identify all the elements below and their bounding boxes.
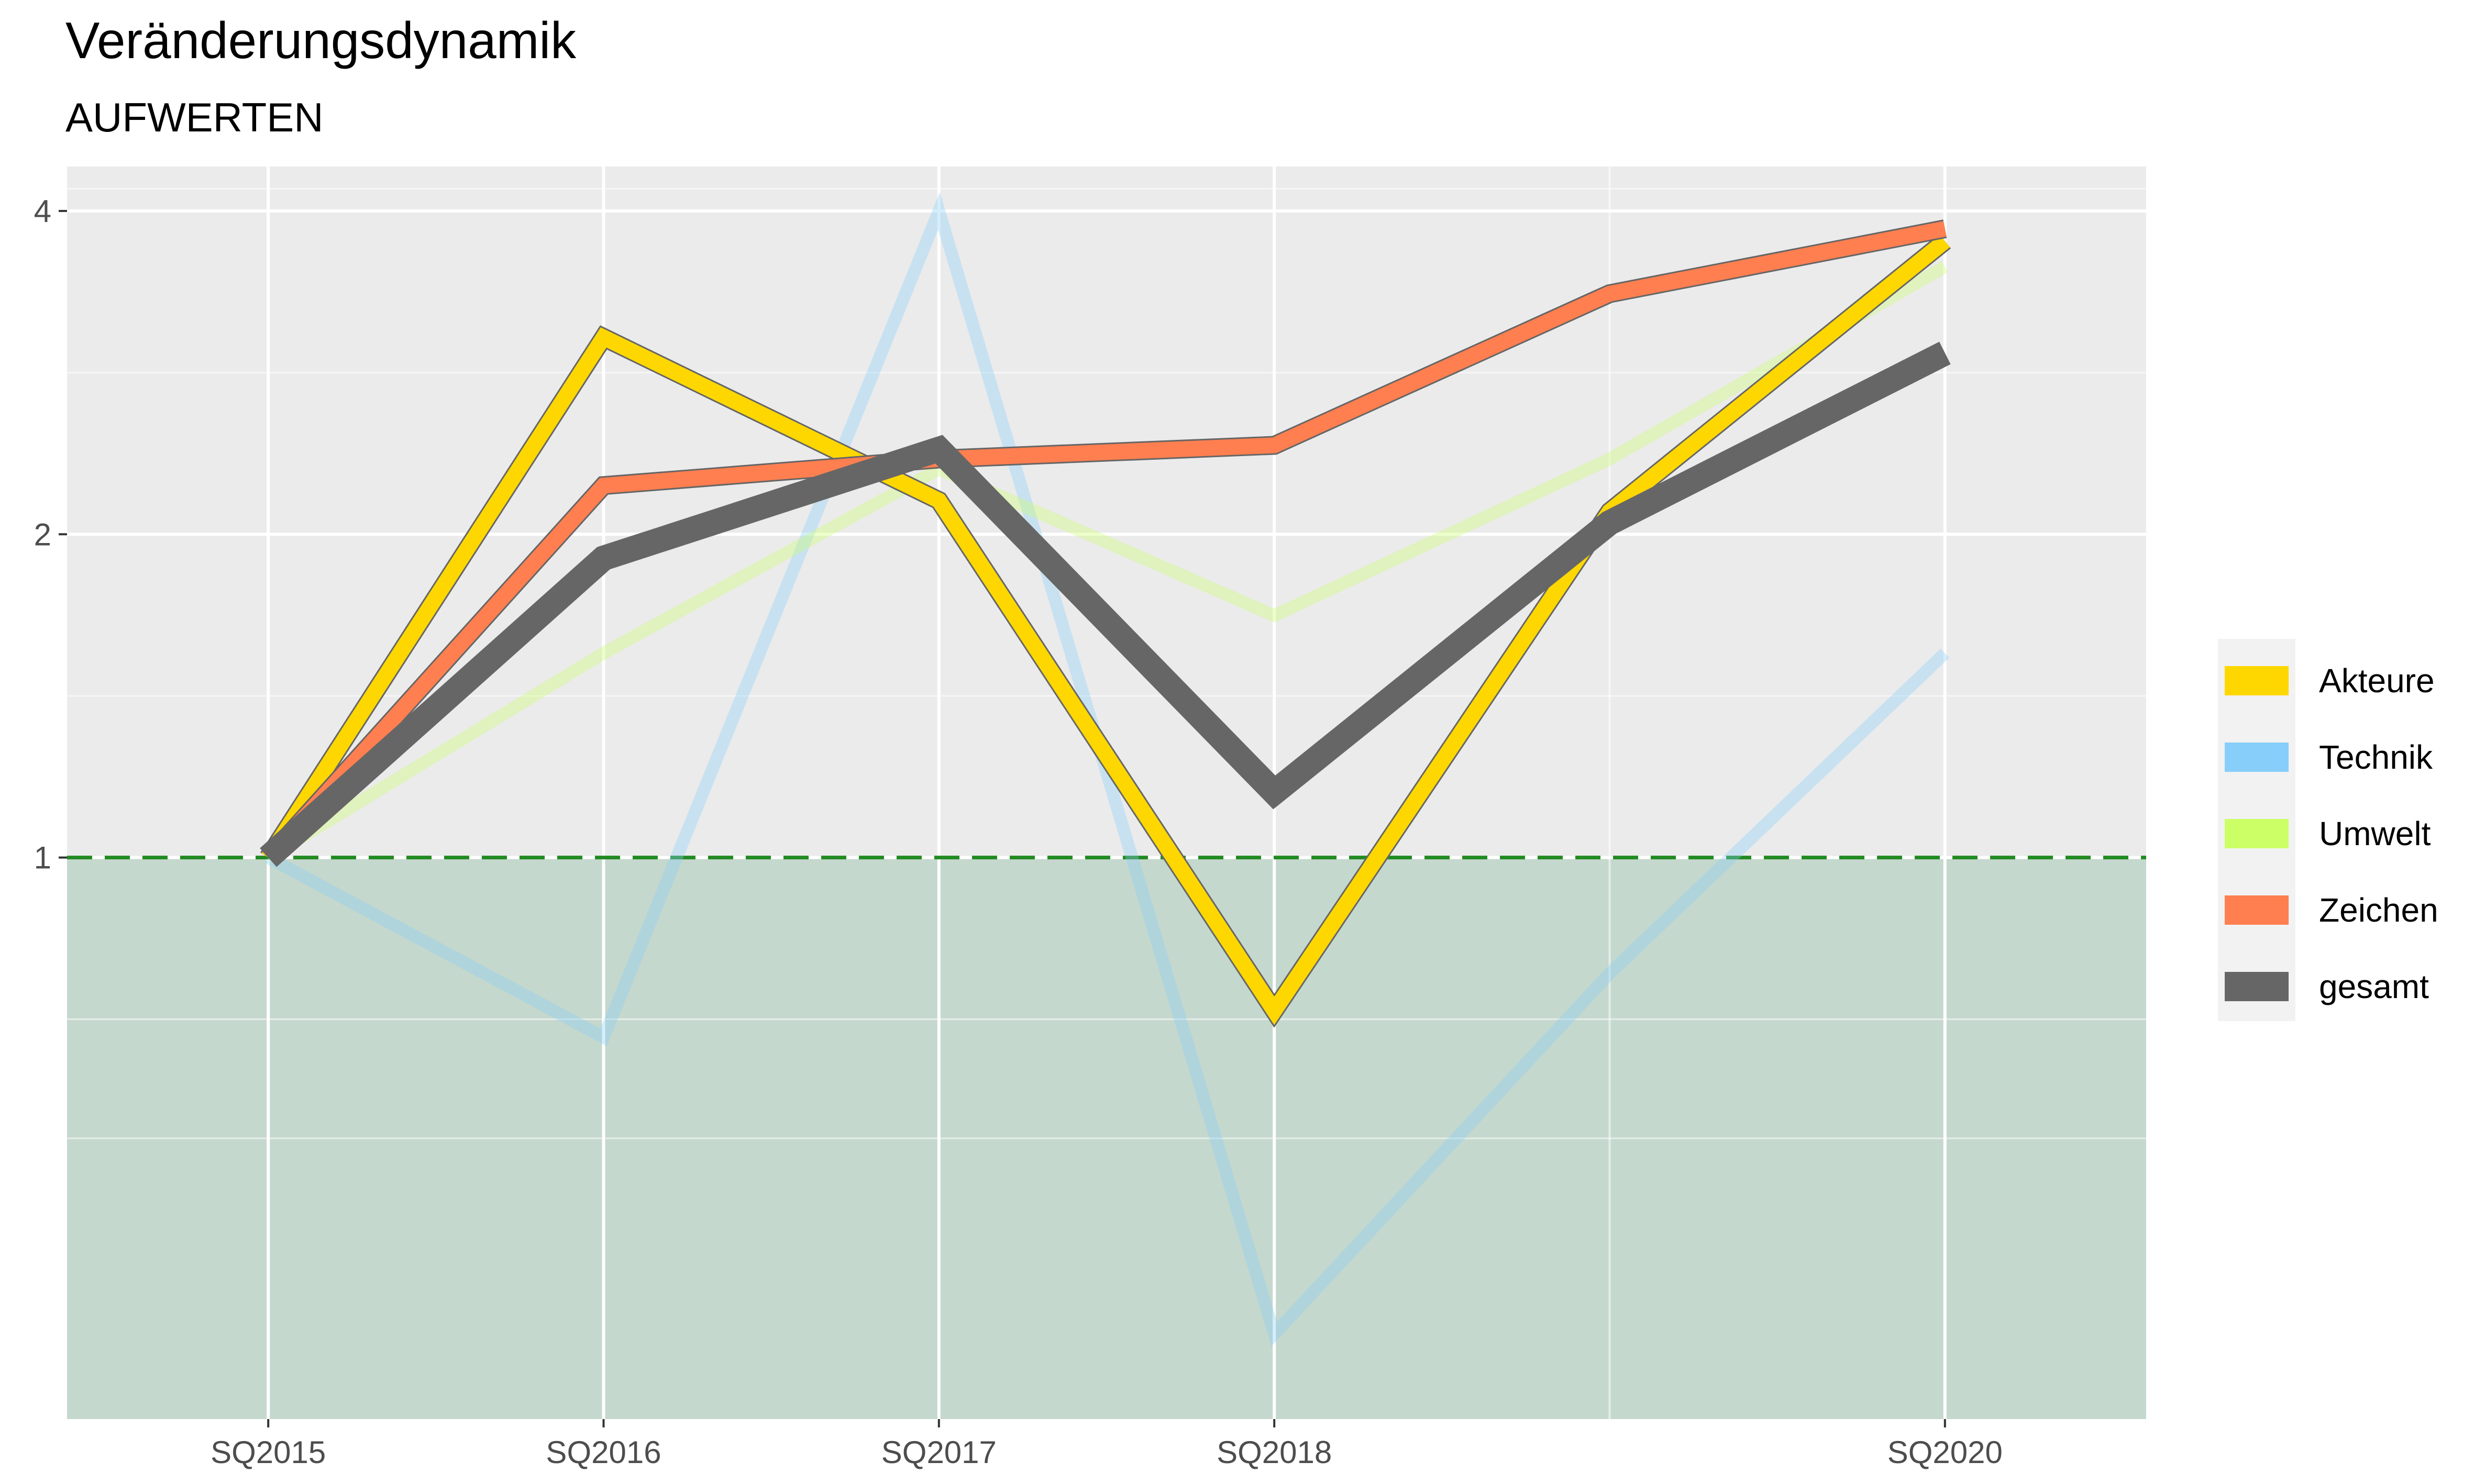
plot-panel bbox=[67, 167, 2146, 1419]
legend-label-technik: Technik bbox=[2319, 738, 2433, 776]
series-line-akteure bbox=[261, 235, 1950, 1025]
x-tick-label: SQ2020 bbox=[1887, 1435, 2003, 1470]
legend-key-zeichen bbox=[2225, 895, 2289, 925]
y-tick-label: 1 bbox=[34, 840, 51, 876]
x-tick-label: SQ2016 bbox=[546, 1435, 661, 1470]
x-tick-label: SQ2015 bbox=[211, 1435, 326, 1470]
x-tick-label: SQ2017 bbox=[881, 1435, 997, 1470]
legend-label-akteure: Akteure bbox=[2319, 662, 2435, 700]
y-tick-label: 2 bbox=[34, 517, 51, 552]
legend-key-umwelt bbox=[2225, 819, 2289, 848]
y-tick-label: 4 bbox=[34, 194, 51, 229]
chart-subtitle: AUFWERTEN bbox=[65, 94, 324, 140]
legend-label-zeichen: Zeichen bbox=[2319, 891, 2438, 929]
legend-label-gesamt: gesamt bbox=[2319, 968, 2429, 1005]
legend-key-technik bbox=[2225, 743, 2289, 772]
legend-key-akteure bbox=[2225, 666, 2289, 695]
chart-title: Veränderungsdynamik bbox=[65, 12, 577, 69]
series-line-zeichen bbox=[262, 221, 1947, 863]
series-line-gesamt bbox=[260, 341, 1951, 867]
legend-key-gesamt bbox=[2225, 972, 2289, 1001]
x-tick-label: SQ2018 bbox=[1217, 1435, 1332, 1470]
series-line-umwelt bbox=[264, 261, 1948, 863]
legend-label-umwelt: Umwelt bbox=[2319, 815, 2431, 852]
